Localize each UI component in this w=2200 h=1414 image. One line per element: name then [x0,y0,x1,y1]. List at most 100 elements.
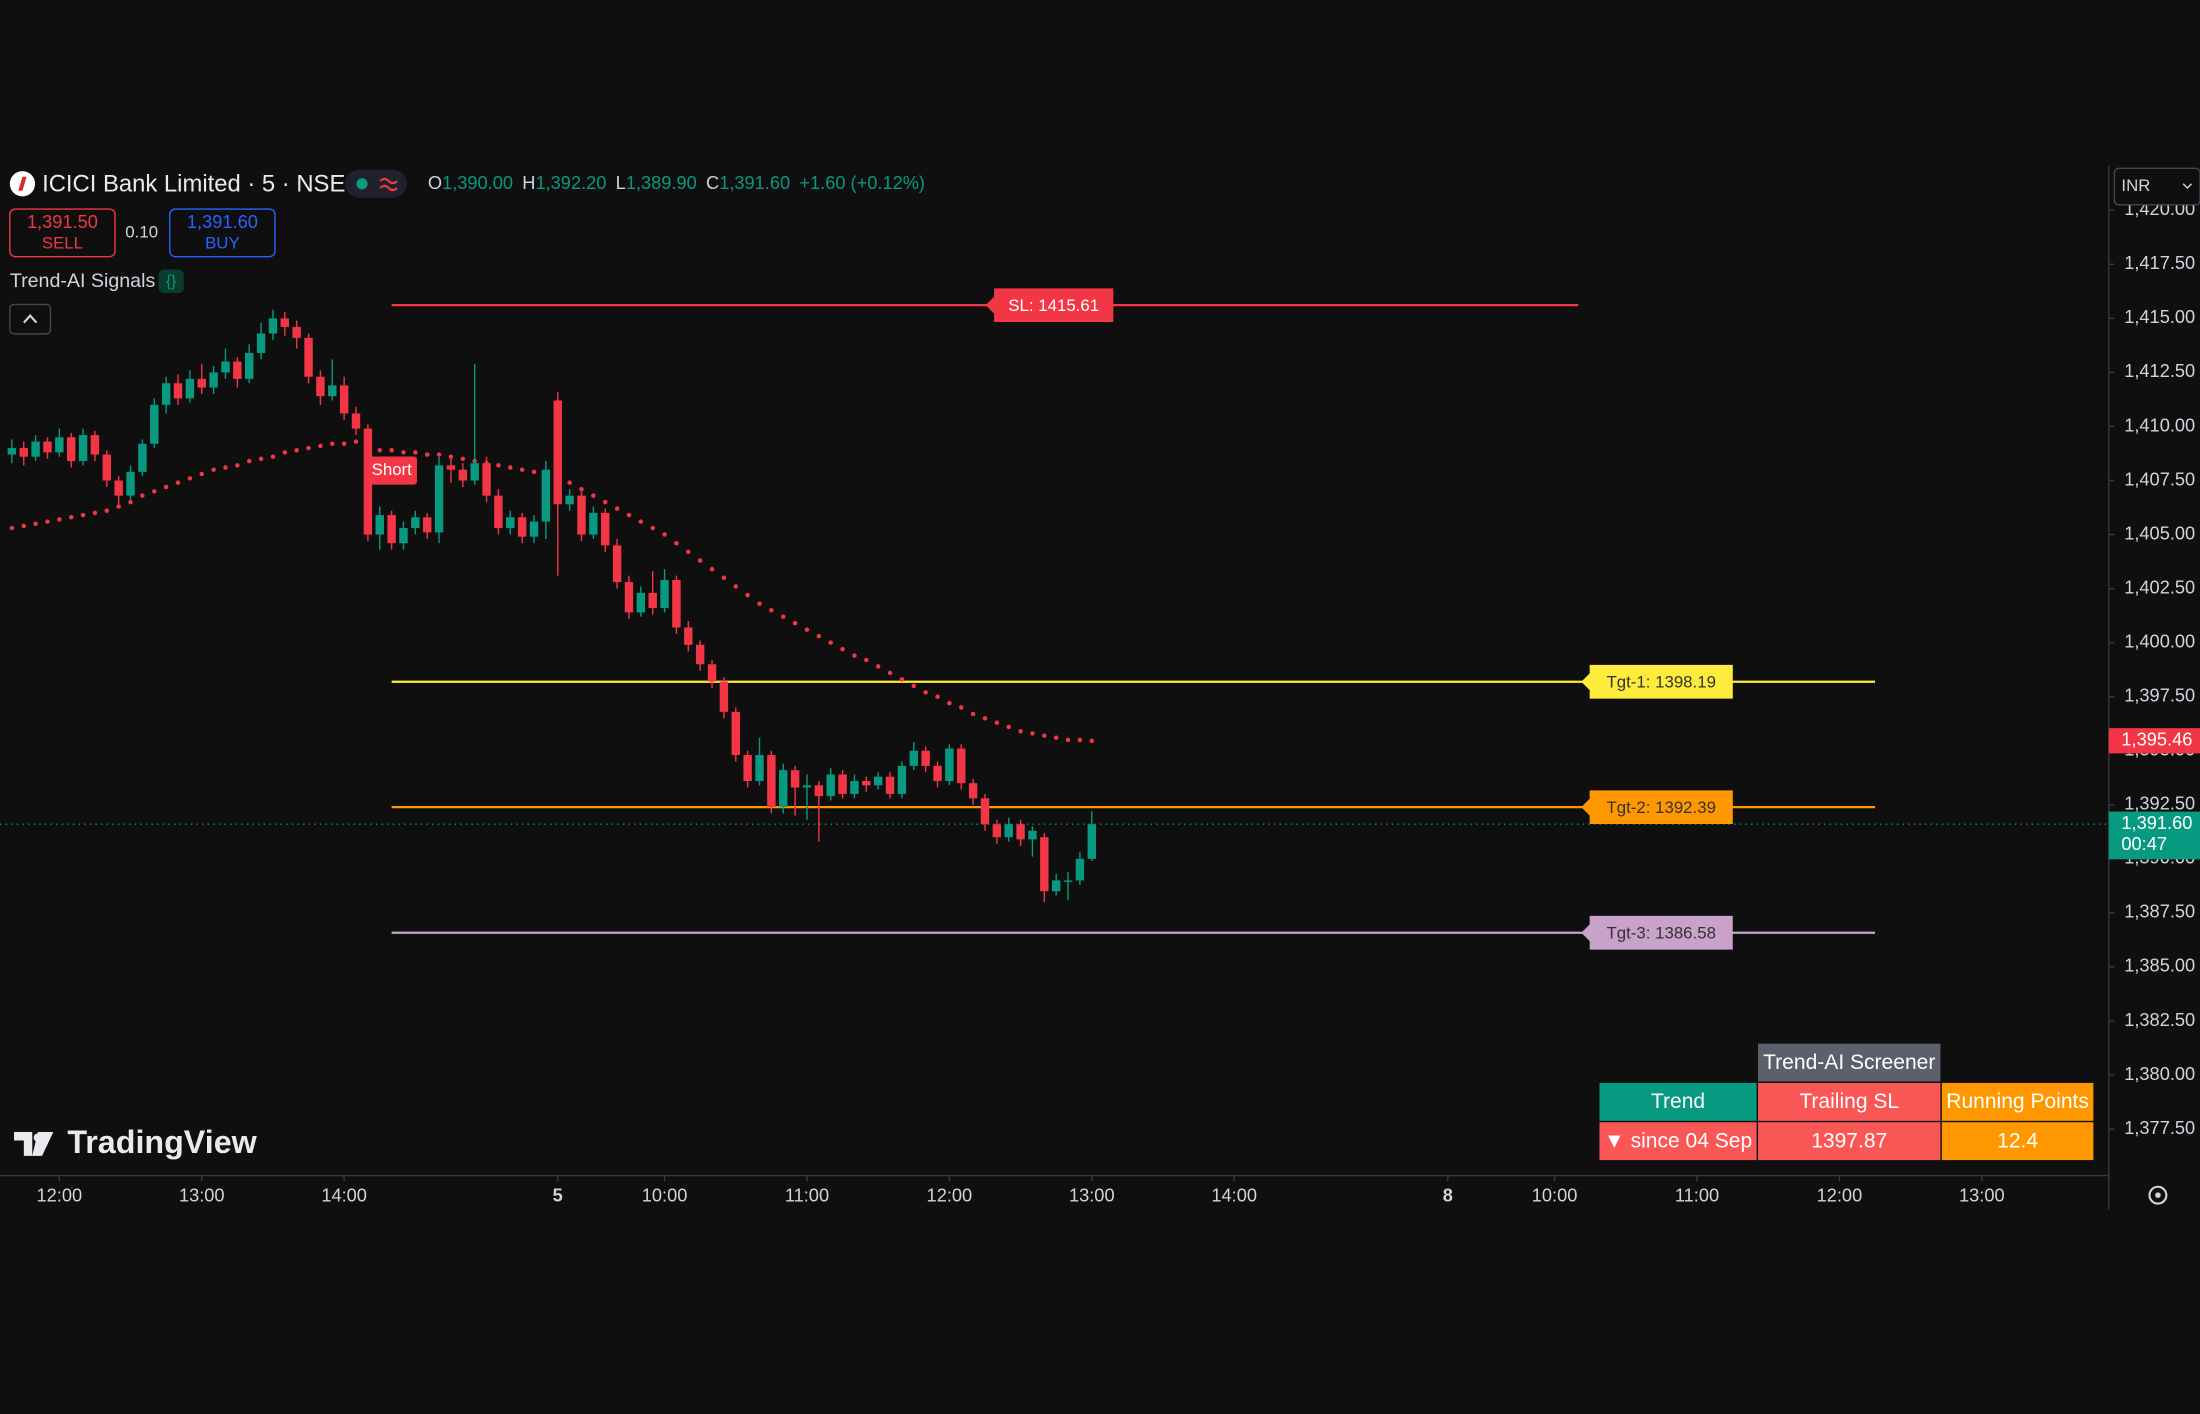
candle-body [482,463,491,496]
trail-dot [697,558,703,563]
trail-dot [1006,724,1011,730]
settings-icon-center [2155,1192,2161,1198]
candle-body [1040,837,1049,892]
candle-body [280,318,290,328]
trail-dot [780,614,786,619]
candle-body [968,783,978,799]
candle-body [838,774,847,794]
collapse-button[interactable] [9,303,52,335]
trail-dot [223,465,228,470]
trail-dot [377,447,382,453]
trail-dot [982,716,988,721]
candle-body [173,383,183,399]
currency-label: INR [2121,176,2150,195]
x-tick-label: 13:00 [179,1184,225,1205]
trail-dot [935,694,940,699]
y-tick-label: 1,397.50 [2124,684,2195,705]
trail-dot [626,512,632,518]
candle-body [328,385,337,397]
collapse-chevron [23,314,38,324]
level-label-box [1581,790,1733,824]
trail-dot [235,463,240,468]
price-label-box [2108,811,2200,860]
indicator-name[interactable]: Trend-AI Signals [10,270,156,292]
trail-dot [875,664,881,669]
buy-button[interactable] [169,208,276,258]
candle-body [78,435,88,462]
trail-dot [804,627,810,632]
currency-selector[interactable] [2113,167,2200,206]
candle-body [1051,880,1061,892]
ohlc-legend: O1,390.00 H1,392.20 L1,389.90 C1,391.60 … [428,172,925,193]
candle-body [767,755,776,807]
price-label-box [2108,728,2200,754]
settings-button[interactable] [2148,1185,2168,1205]
candle-body [933,765,942,781]
candle-body [1063,880,1073,882]
x-tick-label: 11:00 [1675,1184,1719,1205]
y-tick-label: 1,415.00 [2124,306,2195,327]
candle-body [1016,824,1025,840]
x-tick-label: 12:00 [1817,1184,1863,1205]
sell-button[interactable] [9,208,116,258]
candle-body [636,592,646,613]
trail-dot [911,683,917,689]
trail-dot [519,467,525,472]
y-tick-label: 1,400.00 [2124,630,2195,651]
trail-dot [413,450,418,455]
candle-body [1087,824,1096,859]
trail-dot [1053,735,1059,741]
countdown: 00:47 [2121,833,2167,854]
candle-body [862,780,871,786]
price-label: 1,395.46 [2121,729,2192,750]
screener-value: 12.4 [1997,1129,2038,1152]
x-tick-label: 5 [553,1184,563,1205]
x-tick-label: 14:00 [1211,1184,1257,1205]
ohlc-change: +1.60 (+0.12%) [799,172,925,193]
screener-table: Trend-AI Screener Trend Trailing SL Runn… [1599,1043,2094,1161]
trail-dot [602,499,608,505]
trail-dot [1018,729,1023,734]
x-tick-label: 11:00 [785,1184,829,1205]
trail-dot [318,443,323,449]
trail-dot [709,566,715,572]
candle-body [102,454,112,481]
candle-body [565,495,574,505]
trail-dot [958,705,964,710]
candle-body [992,824,1002,838]
indicator-source-icon[interactable] [158,269,184,294]
y-tick-label: 1,402.50 [2124,576,2195,597]
candle-body [743,755,752,781]
trail-dot [733,584,739,589]
trail-dot [947,700,952,706]
candle-body [31,441,40,457]
candle-body [719,681,729,712]
y-tick-label: 1,387.50 [2124,901,2195,922]
candle-body [684,627,693,645]
candle-body [126,471,135,496]
y-tick-label: 1,410.00 [2124,414,2195,435]
y-tick-label: 1,417.50 [2124,252,2195,273]
status-pill[interactable] [345,169,407,198]
trail-dot [828,640,833,645]
symbol-title[interactable]: ICICI Bank Limited · 5 · NSE [42,170,345,197]
x-tick-label: 8 [1443,1184,1453,1205]
trail-dot [211,467,216,472]
symbol-logo-mark [18,176,27,191]
trail-dot [887,670,893,676]
y-tick-label: 1,382.50 [2124,1009,2195,1030]
trail-dot [852,653,857,658]
trail-dot [674,540,679,546]
trail-dot [258,456,264,462]
screener-header: Trailing SL [1799,1090,1899,1113]
y-tick-label: 1,392.50 [2124,793,2195,814]
candle-body [245,352,254,379]
tradingview-logo[interactable]: TradingView [67,1124,257,1160]
trail-dot [1065,737,1071,743]
candle-body [7,448,17,455]
screener-cell [1941,1122,2094,1161]
trail-dot [152,489,157,494]
candle-body [316,376,325,397]
candle-body [517,517,527,537]
